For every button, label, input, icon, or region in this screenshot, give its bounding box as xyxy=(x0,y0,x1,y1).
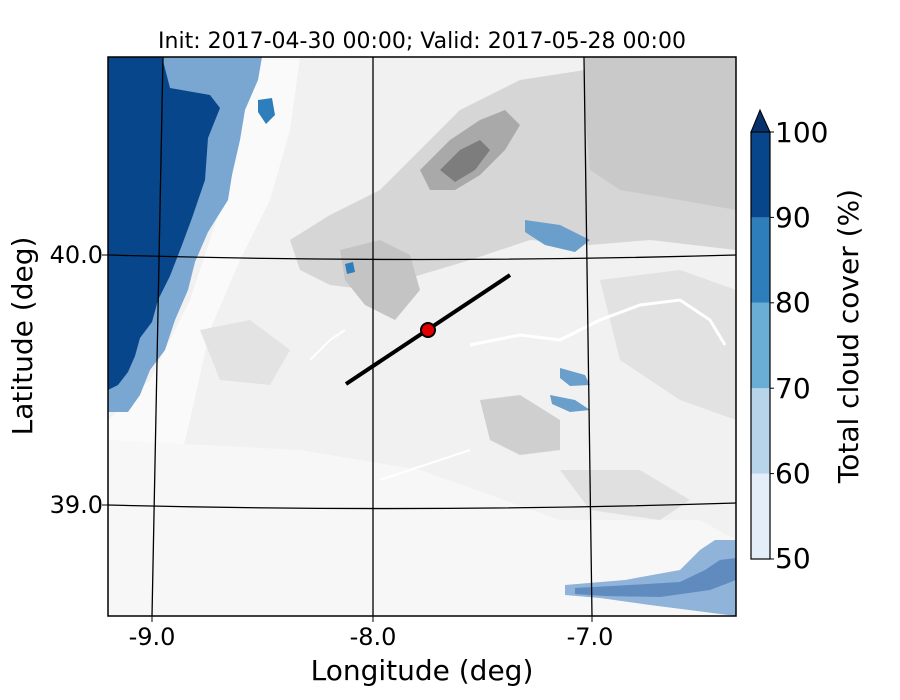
x-axis: -9.0 -8.0 -7.0 Longitude (deg) xyxy=(129,616,614,687)
cloud-patch-southeast-1 xyxy=(560,368,590,386)
colorbar-swatch xyxy=(751,217,770,303)
terrain-hill-southeast xyxy=(480,395,560,455)
cloud-coast-dense xyxy=(108,57,220,390)
river-zezere xyxy=(309,329,346,361)
meridian-minus-9 xyxy=(151,57,164,616)
colorbar-tick-marks xyxy=(770,131,774,560)
x-tick-label: -8.0 xyxy=(350,623,397,651)
terrain-upland-northeast xyxy=(585,57,736,210)
cloud-patch-east xyxy=(525,220,590,252)
cloud-band-south xyxy=(575,558,736,597)
meridian-minus-7 xyxy=(583,57,593,616)
cloud-cover-layer xyxy=(108,57,736,616)
parallel-40 xyxy=(108,254,736,261)
map-panel xyxy=(108,57,736,616)
gridlines xyxy=(108,57,736,616)
y-tick-label: 40.0 xyxy=(50,241,103,269)
map-frame xyxy=(107,56,737,617)
terrain-south-white xyxy=(108,440,736,616)
colorbar-tick-label: 60 xyxy=(775,457,811,490)
colorbar-swatch xyxy=(751,473,770,559)
colorbar-tick-label: 100 xyxy=(775,116,828,149)
terrain-hill-west xyxy=(200,320,290,385)
colorbar-tick-label: 70 xyxy=(775,372,811,405)
cloud-speck-north xyxy=(258,98,275,124)
cloud-patch-southeast-2 xyxy=(550,395,590,412)
x-tick-label: -7.0 xyxy=(567,623,614,651)
terrain-ridge-core xyxy=(440,140,490,182)
colorbar-tick-label: 50 xyxy=(775,542,811,575)
colorbar-swatch xyxy=(751,132,770,218)
location-marker xyxy=(420,322,436,338)
colorbar-swatches xyxy=(751,132,770,559)
y-axis-label: Latitude (deg) xyxy=(6,237,39,436)
colorbar-swatch xyxy=(751,388,770,474)
colorbar-tick-label: 80 xyxy=(775,286,811,319)
x-axis-label: Longitude (deg) xyxy=(311,654,534,687)
colorbar-swatch xyxy=(751,302,770,389)
colorbar-label: Total cloud cover (%) xyxy=(832,189,865,484)
river-south xyxy=(379,449,471,481)
y-tick-label: 39.0 xyxy=(50,491,103,519)
parallel-39 xyxy=(108,502,736,510)
colorbar-extend-arrow xyxy=(750,108,771,133)
colorbar-frame xyxy=(750,131,771,560)
map-title: Init: 2017-04-30 00:00; Valid: 2017-05-2… xyxy=(158,29,686,54)
cloud-band-south-light xyxy=(565,540,736,616)
x-tick-label: -9.0 xyxy=(129,623,176,651)
y-axis: 40.0 39.0 Latitude (deg) xyxy=(6,237,108,519)
colorbar-tick-label: 90 xyxy=(775,201,811,234)
river-tejo xyxy=(469,298,727,347)
terrain-hill-south xyxy=(560,470,690,520)
cloud-speck-center xyxy=(345,262,355,274)
colorbar: 100 90 80 70 60 50 Total cloud cover (%) xyxy=(750,108,865,575)
